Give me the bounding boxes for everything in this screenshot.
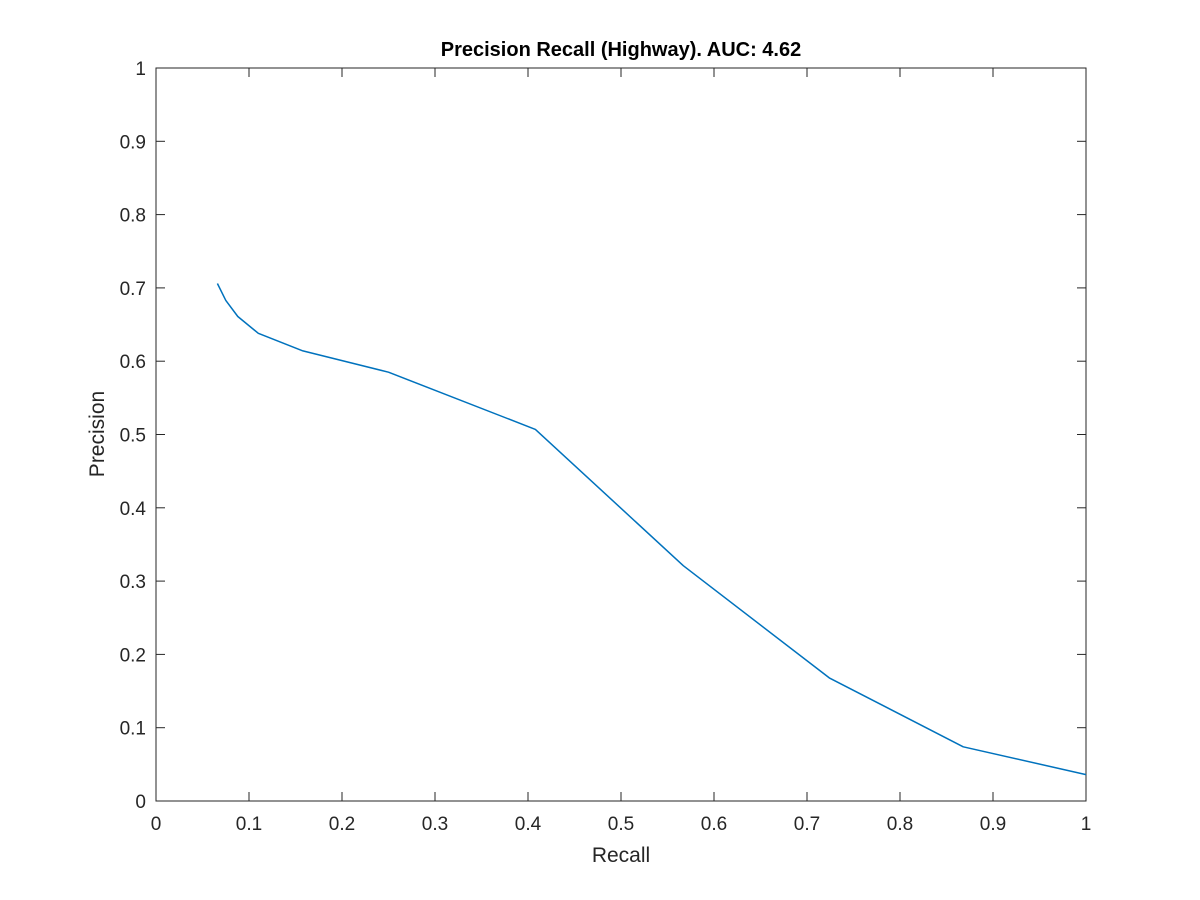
y-tick-label: 0 — [135, 792, 146, 813]
series-layer — [216, 283, 1087, 776]
x-tick-label: 0 — [151, 814, 162, 835]
x-tick-label: 0.4 — [515, 814, 542, 835]
x-tick-label: 0.9 — [980, 814, 1006, 835]
y-tick-label: 0.1 — [120, 719, 146, 740]
y-tick-label: 1 — [135, 59, 146, 80]
y-tick-label: 0.5 — [120, 426, 146, 447]
x-tick-label: 0.3 — [422, 814, 448, 835]
y-tick-label: 0.8 — [120, 206, 146, 227]
x-tick-label: 1 — [1081, 814, 1092, 835]
y-tick-label: 0.3 — [120, 572, 146, 593]
y-tick-label: 0.2 — [120, 645, 146, 666]
y-tick-label: 0.6 — [120, 352, 146, 373]
plot-area — [155, 67, 1087, 802]
x-tick-label: 0.2 — [329, 814, 355, 835]
x-tick-label: 0.7 — [794, 814, 820, 835]
x-tick-label: 0.1 — [236, 814, 262, 835]
x-ticks: 0 0.1 0.2 0.3 0.4 0.5 0.6 0.7 0.8 0.9 1 — [151, 68, 1092, 835]
precision-recall-curve — [216, 283, 1087, 776]
chart-title: Precision Recall (Highway). AUC: 4.62 — [441, 39, 801, 61]
x-tick-label: 0.8 — [887, 814, 913, 835]
y-tick-label: 0.4 — [120, 499, 147, 520]
y-axis-label: Precision — [86, 391, 109, 477]
y-ticks: 0 0.1 0.2 0.3 0.4 0.5 0.6 0.7 0.8 0.9 1 — [120, 59, 1086, 813]
axes-box — [155, 67, 1087, 802]
y-tick-label: 0.7 — [120, 279, 146, 300]
x-tick-label: 0.6 — [701, 814, 727, 835]
x-tick-label: 0.5 — [608, 814, 634, 835]
x-axis-label: Recall — [592, 844, 650, 867]
y-tick-label: 0.9 — [120, 132, 146, 153]
